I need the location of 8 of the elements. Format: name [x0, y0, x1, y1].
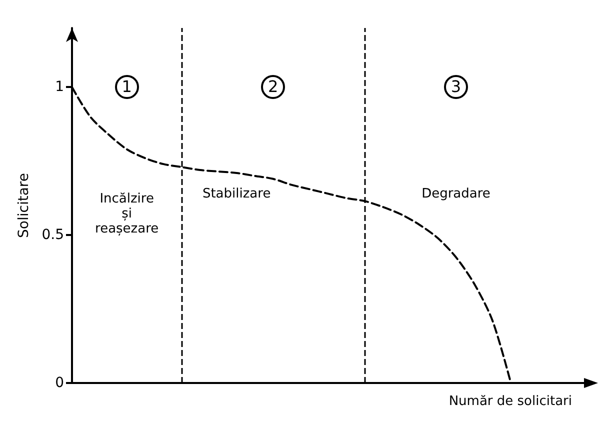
y-tick-label: 0	[55, 375, 64, 391]
annotation: Incălzire și reașezare	[95, 192, 159, 237]
x-axis-title: Număr de solicitari	[448, 394, 572, 409]
y-axis-title: Solicitare	[16, 173, 32, 238]
y-tick-label: 1	[55, 79, 64, 96]
annotation: Degradare	[422, 186, 490, 202]
y-tick-label: 0.5	[42, 227, 64, 244]
annotation: Stabilizare	[202, 186, 271, 202]
